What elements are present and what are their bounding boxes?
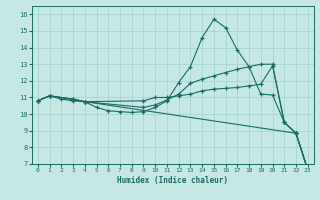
X-axis label: Humidex (Indice chaleur): Humidex (Indice chaleur) <box>117 176 228 185</box>
